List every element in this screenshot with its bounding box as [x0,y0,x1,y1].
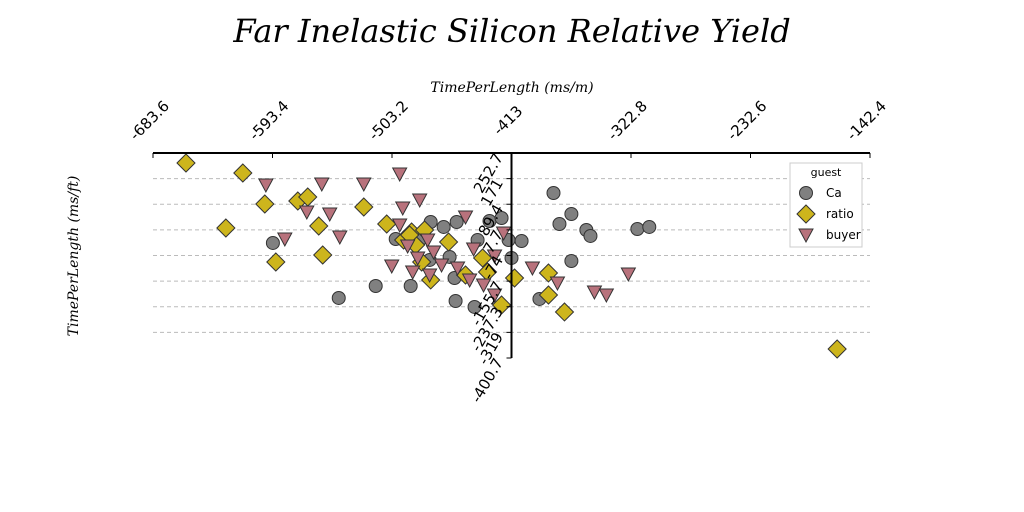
point [258,178,274,194]
point [433,258,450,274]
point [354,197,374,217]
point [376,214,397,234]
legend-marker [799,186,813,200]
point [465,242,482,258]
point [176,153,196,173]
point [313,245,333,265]
point [404,265,421,281]
point [233,163,253,183]
point [321,207,338,223]
point [552,217,567,232]
point [524,261,541,277]
point [391,167,408,183]
point [394,201,411,217]
point [368,278,383,293]
point [583,228,598,243]
point [391,218,408,234]
point [494,211,509,226]
legend-marker [798,228,814,244]
point [538,285,559,305]
point [438,232,459,252]
point [630,221,645,236]
point [383,259,400,275]
point [827,339,847,359]
point [255,194,275,214]
point [449,261,466,277]
legend-title: guest [811,166,842,179]
point [642,219,657,234]
point [216,218,236,238]
point [475,278,492,294]
point [313,177,330,193]
point [554,302,575,322]
point [620,267,637,283]
marks [176,153,847,359]
point [586,285,603,301]
point [298,205,315,221]
legend: guest Ca ratio buyer [789,162,863,248]
point [461,273,478,289]
point [309,216,329,236]
point [486,288,503,304]
chart-title: Far Inelastic Silicon Relative Yield [232,12,790,50]
point [504,268,525,288]
point [467,299,482,314]
point [514,234,529,249]
point [425,245,442,261]
point [564,206,579,221]
legend-label: Ca [826,186,842,200]
point [448,293,463,308]
point [331,290,346,305]
point [549,276,566,292]
point [421,268,438,284]
point [472,248,493,268]
point [457,210,474,226]
y-axis-label: TimePerLength (ms/ft) [66,176,82,337]
legend-label: buyer [826,228,861,242]
point [598,288,615,304]
point [546,186,561,201]
point [436,219,451,234]
point [276,232,293,248]
point [564,253,579,268]
point [449,214,464,229]
point [355,177,372,193]
point [399,239,416,255]
point [491,295,512,315]
point [266,252,286,272]
point [411,193,428,209]
x-axis-label: TimePerLength (ms/m) [430,80,593,96]
point [419,233,436,249]
legend-marker [796,204,816,224]
point [486,249,503,265]
point [331,230,348,246]
point [403,278,418,293]
point [265,235,280,250]
point [409,251,426,267]
legend-label: ratio [826,207,854,221]
